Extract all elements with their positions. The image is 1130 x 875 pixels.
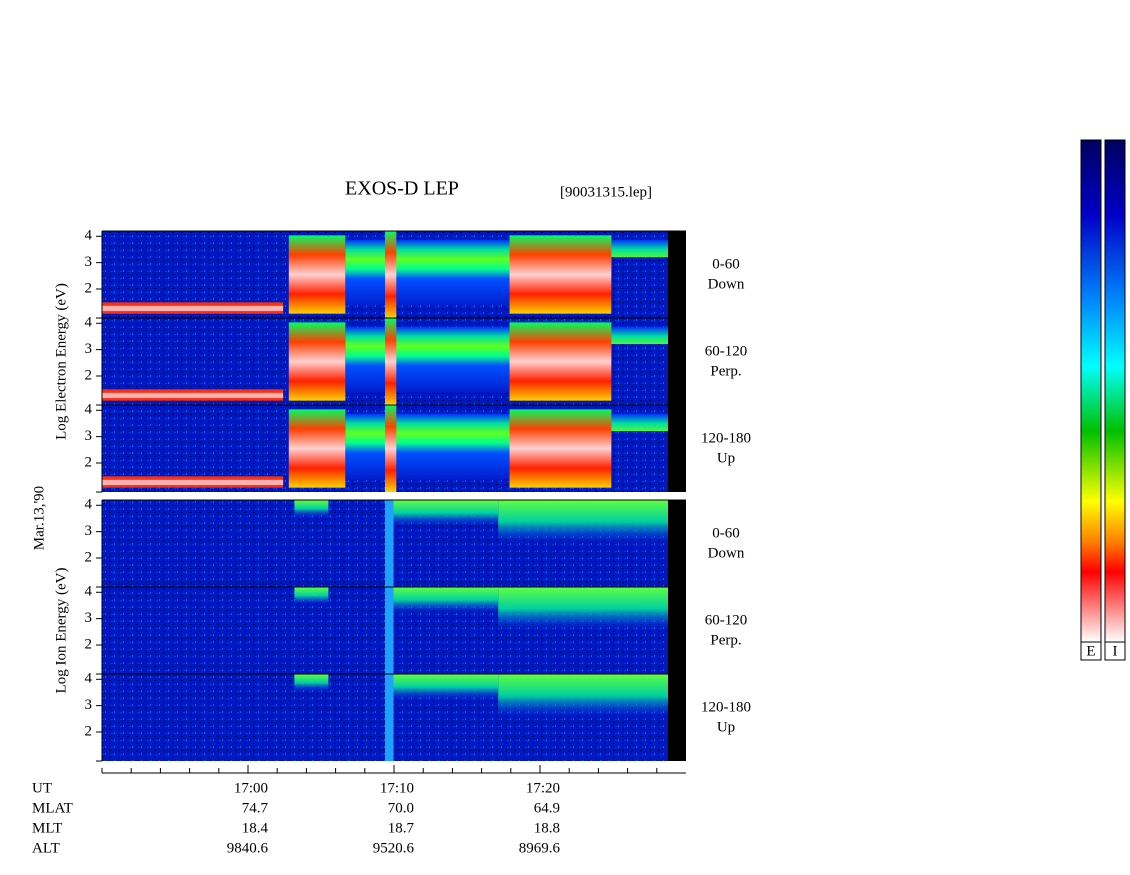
- panel-sublabel: Perp.: [710, 632, 741, 648]
- y-tick-label: 2: [85, 723, 93, 739]
- chart-title: EXOS-D LEP: [345, 178, 459, 200]
- date-label: Mar.13,'90: [31, 486, 47, 550]
- spectrogram: [102, 305, 284, 312]
- file-label: [90031315.lep]: [560, 184, 652, 200]
- color-bar-label-box: [1080, 641, 1102, 661]
- spectrogram: [385, 500, 394, 587]
- spectrogram: [385, 318, 397, 405]
- color-bar: [1080, 139, 1102, 643]
- no-data: [668, 318, 686, 405]
- spectrogram: [611, 344, 668, 405]
- no-data: [668, 405, 686, 492]
- spectrogram: [509, 235, 612, 314]
- spectrogram: [294, 500, 329, 518]
- spectrogram: [385, 674, 499, 701]
- spectrogram: [385, 587, 499, 614]
- ephemeris-label: ALT: [32, 840, 60, 856]
- y-tick-label: 4: [85, 402, 93, 418]
- ephemeris-value: 8969.6: [519, 840, 561, 856]
- no-data: [668, 231, 686, 318]
- ephemeris-value: 70.0: [388, 800, 414, 816]
- y-tick-label: 4: [85, 228, 93, 244]
- spectrogram: [498, 587, 668, 631]
- ephemeris-value: 64.9: [534, 800, 560, 816]
- y-tick-label: 3: [85, 610, 93, 626]
- y-tick-label: 3: [85, 697, 93, 713]
- color-bar-label: I: [1113, 643, 1118, 659]
- y-tick-label: 3: [85, 341, 93, 357]
- spectrogram: [385, 674, 394, 761]
- y-axis-label: Log Ion Energy (eV): [53, 568, 69, 694]
- ephemeris-value: 18.8: [534, 820, 560, 836]
- spectrogram: [288, 322, 346, 401]
- spectrogram: [294, 587, 329, 605]
- ephemeris-label: MLAT: [32, 800, 73, 816]
- ephemeris-value: 9840.6: [227, 840, 269, 856]
- panel-sublabel: Down: [708, 276, 745, 292]
- y-axis-label: Log Electron Energy (eV): [53, 283, 69, 440]
- panel-label: 120-180: [701, 430, 751, 446]
- panel-sublabel: Down: [708, 545, 745, 561]
- spectrogram: [498, 500, 668, 544]
- panel-label: 60-120: [705, 343, 748, 359]
- x-tick-label: 17:00: [234, 780, 268, 796]
- panel-label: 0-60: [712, 256, 740, 272]
- panel-sublabel: Up: [717, 450, 735, 466]
- spectrogram: [102, 479, 284, 486]
- spectrogram: [509, 409, 612, 488]
- spectrogram: [102, 392, 284, 399]
- spectrogram: [611, 431, 668, 492]
- y-tick-label: 2: [85, 636, 93, 652]
- y-tick-label: 4: [85, 671, 93, 687]
- y-tick-label: 2: [85, 454, 93, 470]
- x-tick-label: 17:10: [380, 780, 414, 796]
- y-tick-label: 4: [85, 497, 93, 513]
- spectrogram: [509, 322, 612, 401]
- panel-label: 120-180: [701, 699, 751, 715]
- x-tick-label: 17:20: [526, 780, 560, 796]
- ephemeris-value: 18.4: [242, 820, 269, 836]
- y-tick-label: 3: [85, 428, 93, 444]
- spectrogram: [385, 500, 499, 527]
- no-data: [668, 587, 686, 674]
- spectrogram: [498, 674, 668, 718]
- ephemeris-value: 18.7: [388, 820, 415, 836]
- spectrogram: [611, 257, 668, 318]
- y-tick-label: 2: [85, 367, 93, 383]
- ephemeris-value: 9520.6: [373, 840, 415, 856]
- spectrogram: [288, 409, 346, 488]
- panel-label: 60-120: [705, 612, 748, 628]
- panel-sublabel: Up: [717, 719, 735, 735]
- y-tick-label: 3: [85, 523, 93, 539]
- color-bar-label: E: [1086, 643, 1095, 659]
- spectrogram: [294, 674, 329, 692]
- color-bar: [1104, 139, 1126, 643]
- spectrogram: [385, 231, 397, 318]
- y-tick-label: 4: [85, 584, 93, 600]
- y-tick-label: 4: [85, 315, 93, 331]
- spectrogram: [385, 587, 394, 674]
- y-tick-label: 2: [85, 549, 93, 565]
- spectrogram: [385, 405, 397, 492]
- panel-sublabel: Perp.: [710, 363, 741, 379]
- ephemeris-label: MLT: [32, 820, 62, 836]
- y-tick-label: 3: [85, 254, 93, 270]
- no-data: [668, 500, 686, 587]
- ephemeris-label: UT: [32, 780, 52, 796]
- color-bar-label-box: [1104, 641, 1126, 661]
- spectrogram: [288, 235, 346, 314]
- no-data: [668, 674, 686, 761]
- panel-label: 0-60: [712, 525, 740, 541]
- y-tick-label: 2: [85, 280, 93, 296]
- ephemeris-value: 74.7: [242, 800, 269, 816]
